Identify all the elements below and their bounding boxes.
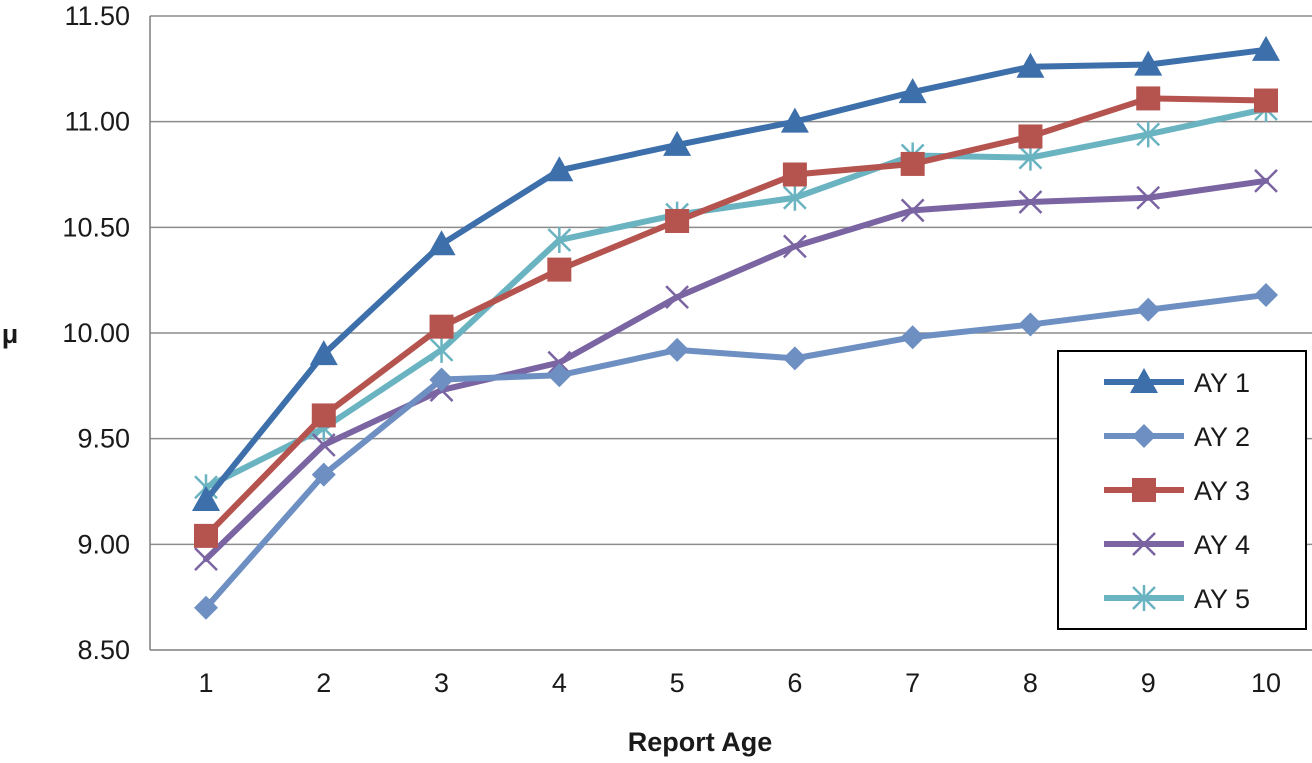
series-ay-4 [194, 168, 1278, 572]
legend-label: AY 2 [1194, 422, 1250, 452]
x-tick-label: 1 [198, 668, 213, 698]
series-ay-2 [194, 282, 1278, 620]
data-point [429, 336, 454, 363]
legend-label: AY 1 [1194, 368, 1250, 398]
data-point [1136, 121, 1161, 148]
x-tick-label: 10 [1251, 668, 1281, 698]
x-tick-label: 3 [434, 668, 449, 698]
y-tick-label: 11.50 [64, 1, 130, 31]
legend-marker [1132, 424, 1156, 448]
data-point [665, 337, 690, 362]
data-point [900, 325, 925, 350]
legend-item: AY 3 [1104, 476, 1250, 506]
data-point [194, 547, 218, 572]
legend-label: AY 4 [1194, 530, 1250, 560]
series-line [203, 177, 1269, 563]
data-point [900, 151, 925, 176]
data-point [1254, 88, 1278, 113]
data-point [547, 257, 572, 282]
x-axis-title: Report Age [628, 727, 773, 757]
x-tick-label: 2 [316, 668, 331, 698]
series-line [203, 46, 1269, 503]
y-axis-title: μ [2, 319, 19, 349]
data-point [665, 208, 690, 233]
data-point [665, 285, 689, 309]
legend-label: AY 3 [1194, 476, 1250, 506]
legend-item: AY 1 [1104, 368, 1250, 398]
data-point [547, 350, 572, 375]
data-point [1254, 282, 1278, 307]
data-point [1136, 86, 1161, 111]
series-line [203, 291, 1269, 611]
data-point [429, 367, 454, 392]
x-tick-label: 8 [1023, 668, 1038, 698]
x-tick-label: 6 [787, 668, 802, 698]
x-tick-label: 5 [670, 668, 685, 698]
data-point [311, 433, 336, 457]
legend-label: AY 5 [1194, 584, 1250, 614]
data-point [1018, 190, 1043, 214]
data-point [898, 78, 927, 104]
data-point [663, 130, 692, 156]
data-point [780, 107, 809, 133]
legend-marker [1130, 368, 1158, 393]
y-tick-label: 10.50 [62, 212, 130, 242]
data-point [1136, 185, 1161, 210]
data-point [311, 462, 336, 487]
data-point [900, 198, 925, 223]
x-tick-label: 4 [552, 668, 567, 698]
data-point [1016, 52, 1045, 78]
data-point [1018, 144, 1043, 171]
y-tick-label: 11.00 [64, 107, 130, 137]
data-point [192, 485, 220, 511]
legend-item: AY 2 [1104, 422, 1250, 452]
data-point [782, 162, 807, 187]
legend-item: AY 5 [1104, 584, 1250, 614]
data-point [1252, 35, 1280, 61]
x-tick-label: 7 [905, 668, 920, 698]
data-point [1018, 124, 1043, 149]
y-tick-label: 9.50 [77, 424, 130, 454]
data-point [783, 184, 807, 211]
data-point [783, 234, 807, 259]
legend-marker [1132, 532, 1156, 556]
series-ay-3 [194, 86, 1278, 548]
data-point [1018, 312, 1043, 337]
data-point [311, 403, 336, 428]
series-line [203, 105, 1269, 491]
series-ay-1 [192, 35, 1280, 511]
data-point [1136, 297, 1161, 322]
y-tick-label: 9.00 [77, 529, 130, 559]
legend-marker [1132, 585, 1156, 611]
data-point [194, 595, 218, 620]
data-point [547, 227, 572, 254]
legend-item: AY 4 [1104, 530, 1250, 560]
data-point [309, 340, 338, 366]
data-point [547, 363, 572, 388]
data-point [545, 156, 574, 182]
data-point [194, 523, 218, 548]
y-tick-label: 10.00 [62, 318, 130, 348]
data-point [1134, 50, 1163, 76]
x-tick-label: 9 [1141, 668, 1156, 698]
data-point [1254, 168, 1278, 193]
series-line [203, 95, 1269, 539]
data-point [782, 346, 807, 371]
y-tick-label: 8.50 [77, 635, 130, 665]
data-point [427, 230, 456, 256]
legend-marker [1132, 478, 1156, 502]
data-point [429, 314, 454, 339]
